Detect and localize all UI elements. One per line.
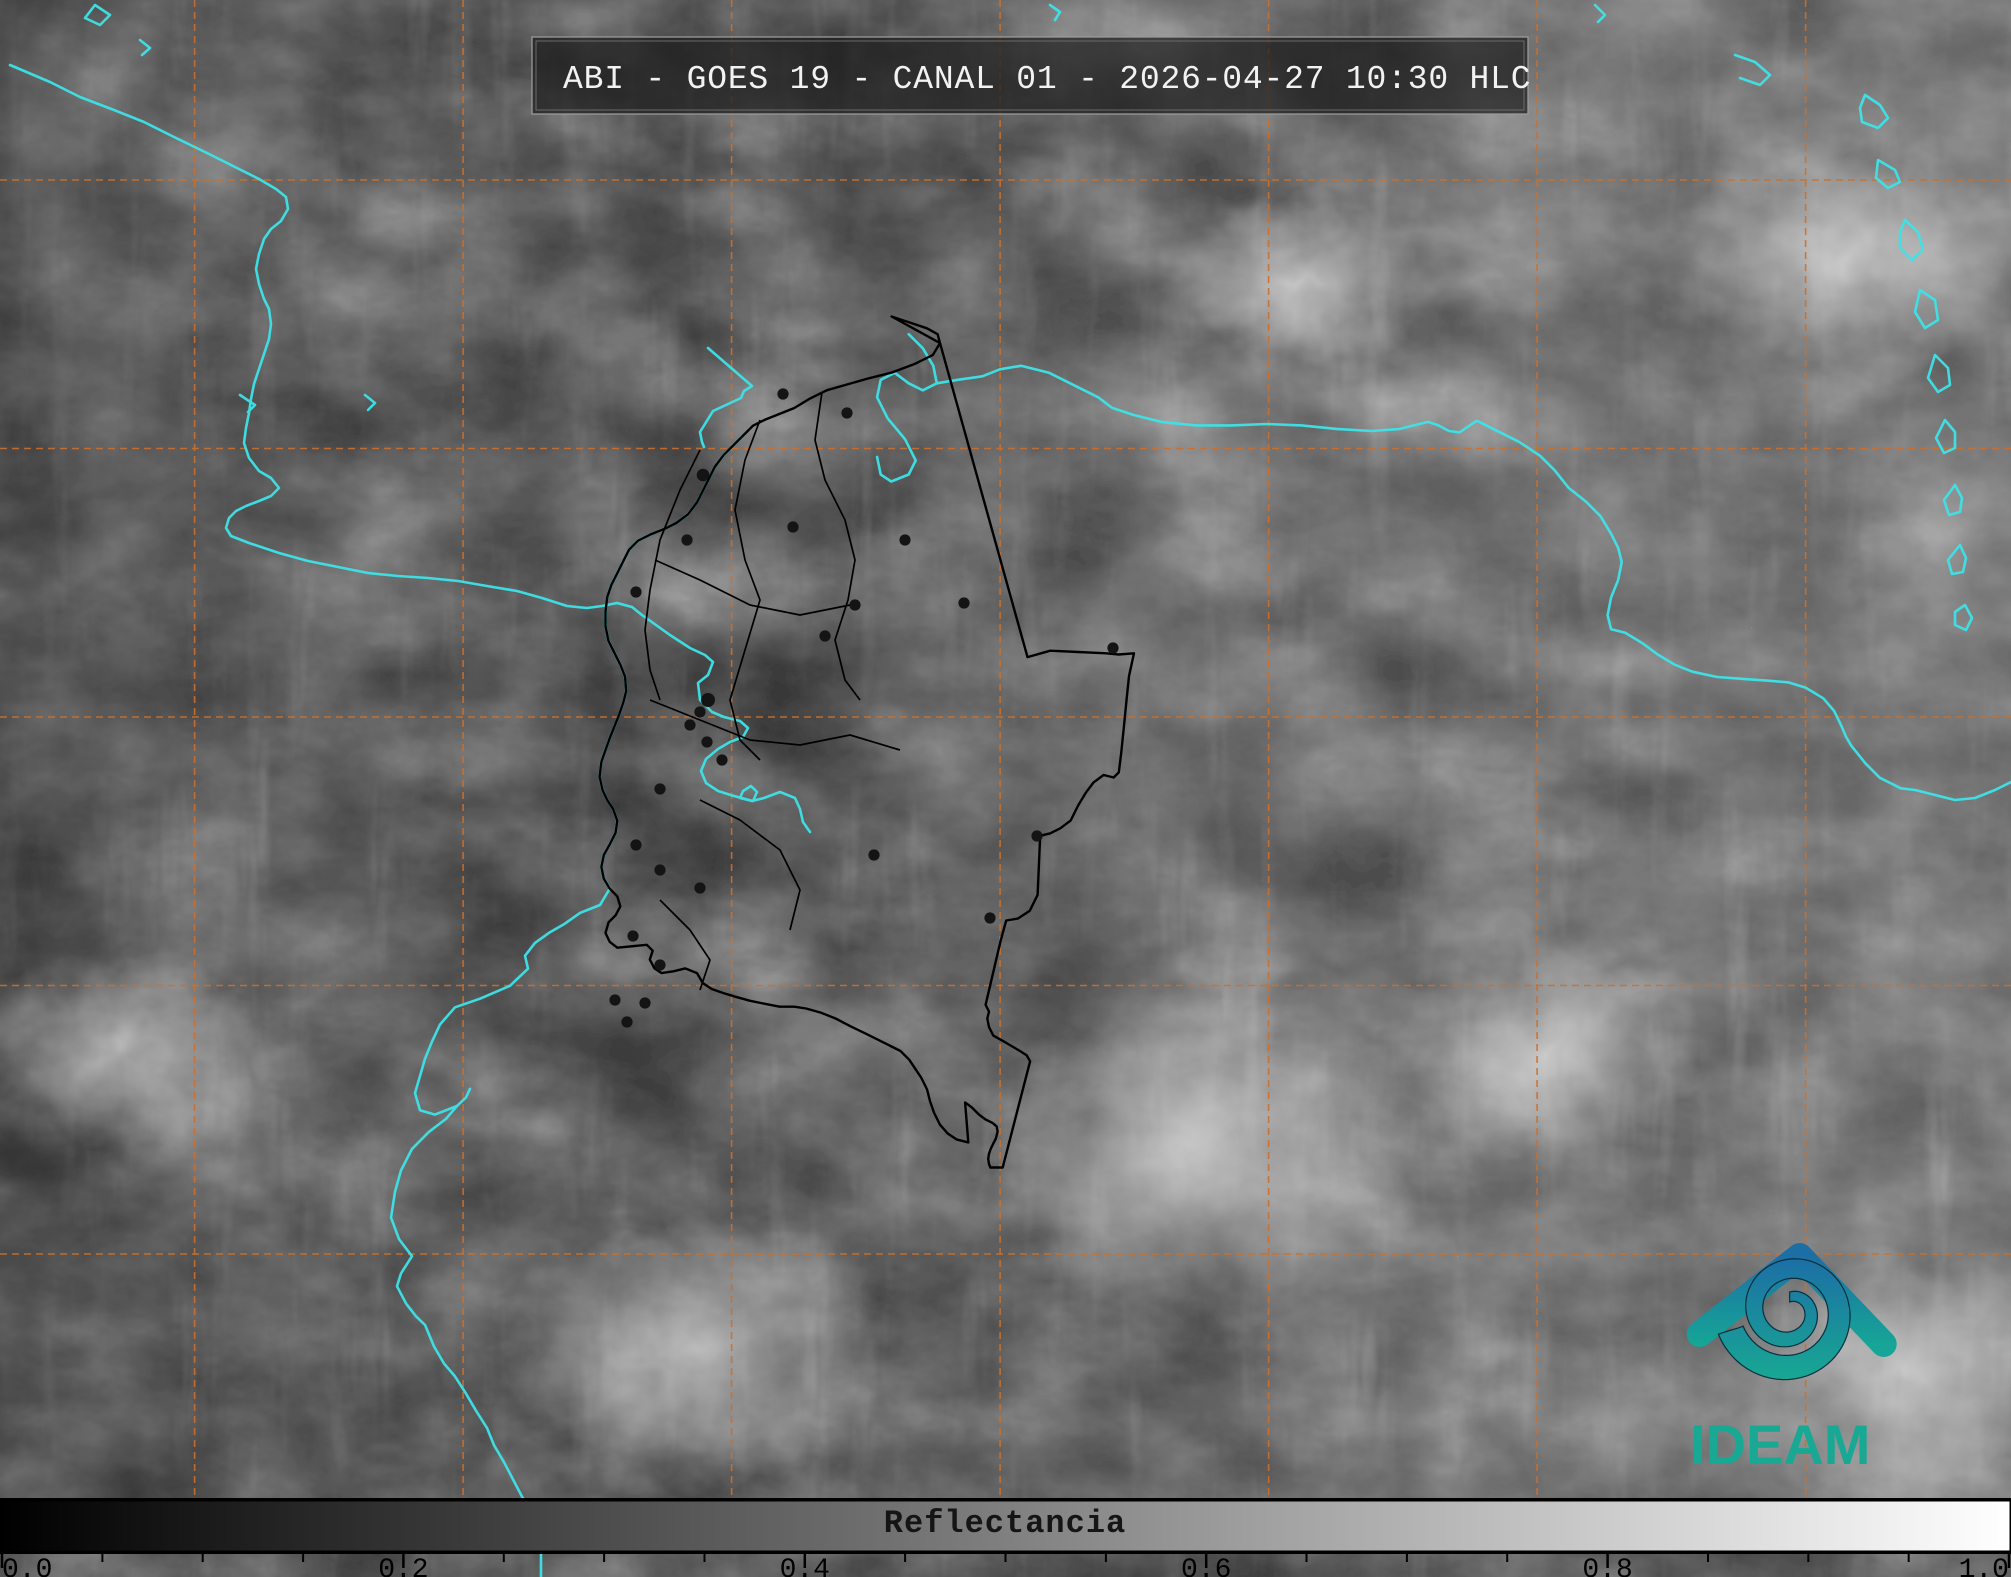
svg-text:Reflectancia: Reflectancia [884,1505,1126,1542]
svg-text:0.4: 0.4 [780,1555,830,1577]
svg-text:IDEAM: IDEAM [1690,1413,1870,1476]
svg-text:0.6: 0.6 [1181,1555,1231,1577]
svg-text:1.0: 1.0 [1959,1555,2009,1577]
svg-text:ABI - GOES 19 - CANAL 01 - 202: ABI - GOES 19 - CANAL 01 - 2026-04-27 10… [563,61,1531,98]
svg-text:0.2: 0.2 [378,1555,428,1577]
svg-text:0.8: 0.8 [1582,1555,1632,1577]
svg-text:0.0: 0.0 [2,1555,52,1577]
